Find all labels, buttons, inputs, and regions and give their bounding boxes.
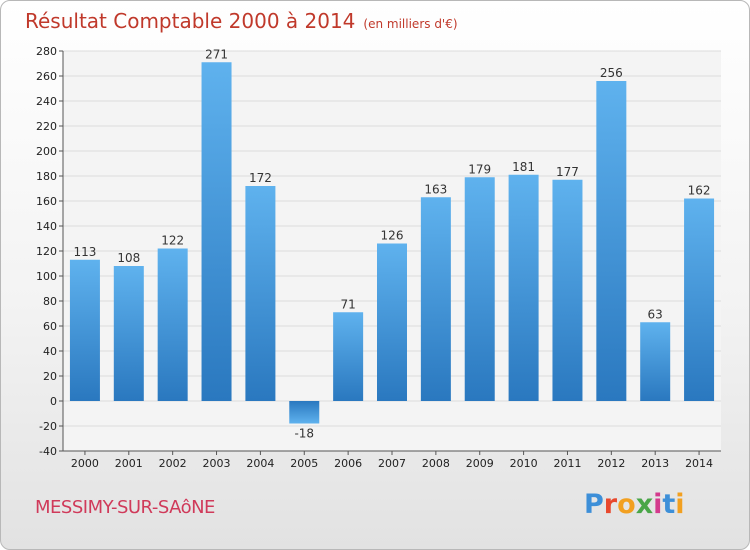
data-label: 179 [468, 162, 491, 176]
y-tick-label: 240 [36, 95, 57, 108]
bar [640, 322, 671, 401]
data-label: 122 [161, 234, 184, 248]
x-tick-label: 2013 [641, 457, 669, 470]
x-tick-label: 2007 [378, 457, 406, 470]
bar [464, 177, 495, 401]
data-label: 108 [117, 251, 140, 265]
y-tick-label: 200 [36, 145, 57, 158]
y-tick-label: 140 [36, 220, 57, 233]
y-tick-label: 60 [43, 320, 57, 333]
x-tick-label: 2014 [685, 457, 713, 470]
x-tick-label: 2001 [115, 457, 143, 470]
chart-title: Résultat Comptable 2000 à 2014 (en millie… [25, 9, 458, 33]
logo-letter: x [635, 489, 654, 520]
chart-title-text: Résultat Comptable 2000 à 2014 [25, 9, 356, 33]
data-label: 126 [381, 229, 404, 243]
bar [596, 81, 627, 401]
data-label: 113 [73, 245, 96, 259]
y-tick-label: 80 [43, 295, 57, 308]
data-label: 71 [340, 297, 355, 311]
logo-letter: t [662, 489, 676, 520]
bar [420, 197, 451, 401]
y-tick-label: -20 [39, 420, 57, 433]
y-tick-label: 20 [43, 370, 57, 383]
logo-letter: i [653, 489, 663, 520]
bar [113, 266, 144, 401]
y-tick-label: 160 [36, 195, 57, 208]
x-tick-label: 2000 [71, 457, 99, 470]
x-tick-label: 2002 [159, 457, 187, 470]
y-tick-label: 120 [36, 245, 57, 258]
y-tick-label: 40 [43, 345, 57, 358]
data-label: 163 [424, 182, 447, 196]
x-tick-label: 2008 [422, 457, 450, 470]
bar [377, 243, 407, 401]
y-tick-label: 0 [50, 395, 57, 408]
data-label: 63 [648, 307, 663, 321]
bar [245, 186, 276, 401]
proxiti-logo: Proxiti [584, 489, 685, 520]
bar [333, 312, 364, 401]
logo-letter: i [675, 489, 685, 520]
x-tick-label: 2003 [203, 457, 231, 470]
data-label: 162 [688, 184, 711, 198]
logo-letter: o [617, 489, 636, 520]
data-label: 177 [556, 165, 579, 179]
logo-letter: r [603, 489, 618, 520]
bar [201, 62, 232, 401]
data-label: 172 [249, 171, 272, 185]
x-tick-label: 2005 [290, 457, 318, 470]
bar [157, 248, 188, 401]
bar [69, 259, 100, 401]
chart-subtitle: (en milliers d'€) [363, 17, 458, 31]
logo-letter: P [584, 489, 604, 520]
x-tick-label: 2004 [246, 457, 274, 470]
bar [684, 198, 715, 401]
commune-name: MESSIMY-SUR-SAôNE [35, 497, 215, 518]
data-label: 256 [600, 66, 623, 80]
y-tick-label: 180 [36, 170, 57, 183]
y-tick-label: -40 [39, 445, 57, 458]
x-tick-label: 2012 [597, 457, 625, 470]
data-label: -18 [294, 427, 314, 441]
x-tick-label: 2010 [510, 457, 538, 470]
bar [508, 174, 539, 401]
x-tick-label: 2011 [553, 457, 581, 470]
y-tick-label: 220 [36, 120, 57, 133]
bar [552, 179, 583, 401]
y-tick-label: 100 [36, 270, 57, 283]
x-tick-label: 2006 [334, 457, 362, 470]
y-tick-label: 260 [36, 70, 57, 83]
bar [289, 401, 320, 424]
y-tick-label: 280 [36, 45, 57, 58]
data-label: 271 [205, 47, 228, 61]
x-tick-label: 2009 [466, 457, 494, 470]
data-label: 181 [512, 160, 535, 174]
